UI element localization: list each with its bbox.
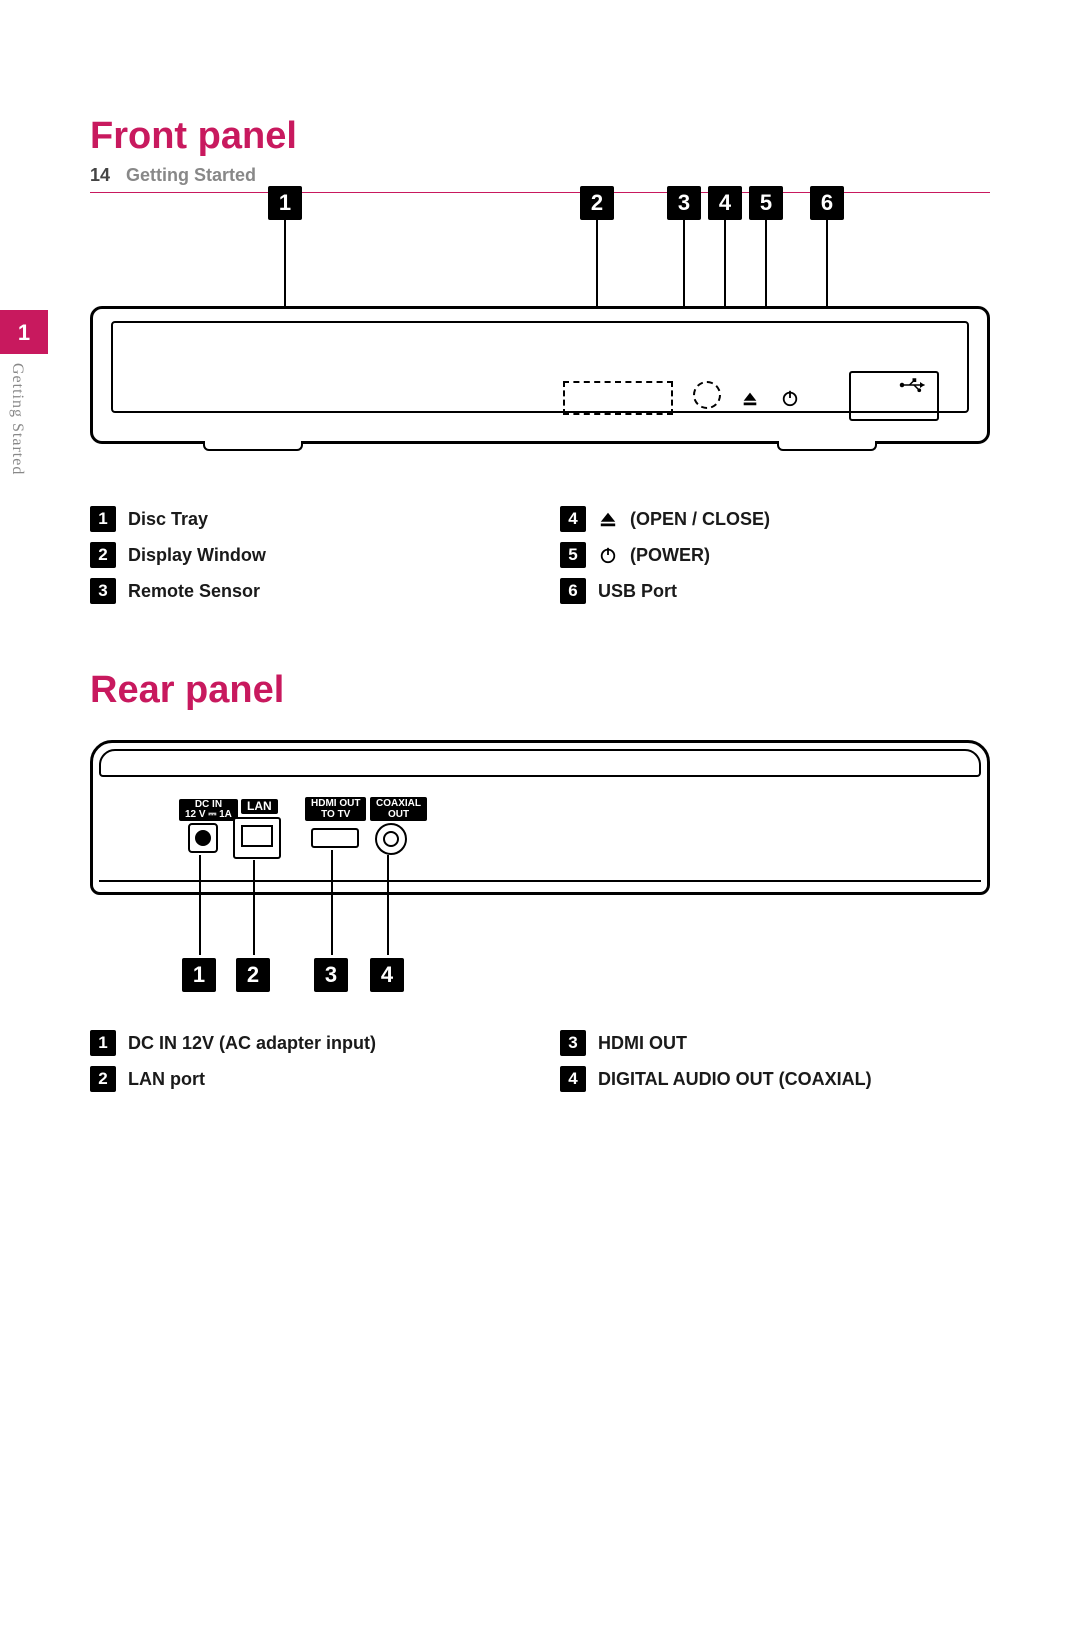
chapter-tab: 1 xyxy=(0,310,48,354)
legend-text: Display Window xyxy=(128,545,266,566)
legend-num: 3 xyxy=(90,578,116,604)
leader xyxy=(387,855,389,955)
hdmi-port xyxy=(311,828,359,848)
leader xyxy=(331,850,333,955)
rear-panel-title: Rear panel xyxy=(90,669,1080,712)
callout-2: 2 xyxy=(580,186,614,220)
callout-1: 1 xyxy=(182,958,216,992)
callout-6: 6 xyxy=(810,186,844,220)
usb-port xyxy=(849,371,939,421)
legend-item: 4 (OPEN / CLOSE) xyxy=(560,506,990,532)
eject-icon xyxy=(598,510,618,528)
front-legend: 1 Disc Tray 4 (OPEN / CLOSE) 2 Display W… xyxy=(90,506,990,604)
legend-text: DIGITAL AUDIO OUT (COAXIAL) xyxy=(598,1069,872,1090)
device-foot xyxy=(777,441,877,451)
legend-item: 2 LAN port xyxy=(90,1066,520,1092)
legend-text: HDMI OUT xyxy=(598,1033,687,1054)
legend-num: 3 xyxy=(560,1030,586,1056)
legend-num: 1 xyxy=(90,506,116,532)
display-window xyxy=(563,381,673,415)
legend-text: Disc Tray xyxy=(128,509,208,530)
section-name: Getting Started xyxy=(126,165,256,186)
power-icon xyxy=(598,546,618,564)
legend-item: 1 Disc Tray xyxy=(90,506,520,532)
legend-text: USB Port xyxy=(598,581,677,602)
device-foot xyxy=(203,441,303,451)
callout-5: 5 xyxy=(749,186,783,220)
eject-icon xyxy=(739,387,761,409)
lan-port xyxy=(233,817,281,859)
front-face xyxy=(111,321,969,413)
callout-2: 2 xyxy=(236,958,270,992)
callout-3: 3 xyxy=(314,958,348,992)
rear-top-edge xyxy=(99,749,981,777)
chapter-label: Getting Started xyxy=(8,363,26,475)
legend-item: 3 HDMI OUT xyxy=(560,1030,990,1056)
coaxial-port xyxy=(375,823,407,855)
callout-1: 1 xyxy=(268,186,302,220)
legend-num: 6 xyxy=(560,578,586,604)
dc-label: DC IN12 V ⎓ 1A xyxy=(179,799,238,821)
legend-num: 2 xyxy=(90,1066,116,1092)
power-icon xyxy=(779,387,801,409)
legend-num: 1 xyxy=(90,1030,116,1056)
rear-device-outline: DC IN12 V ⎓ 1A LAN HDMI OUTTO TV COAXIAL… xyxy=(90,740,990,895)
legend-item: 3 Remote Sensor xyxy=(90,578,520,604)
front-device-outline xyxy=(90,306,990,444)
legend-text: (POWER) xyxy=(630,545,710,566)
legend-item: 4 DIGITAL AUDIO OUT (COAXIAL) xyxy=(560,1066,990,1092)
usb-icon xyxy=(899,377,929,393)
callout-3: 3 xyxy=(667,186,701,220)
leader xyxy=(199,855,201,955)
legend-num: 4 xyxy=(560,1066,586,1092)
legend-num: 4 xyxy=(560,506,586,532)
lan-label: LAN xyxy=(241,799,278,814)
front-panel-diagram: 1 2 3 4 5 6 xyxy=(90,186,990,486)
page-number: 14 xyxy=(90,165,110,186)
legend-num: 5 xyxy=(560,542,586,568)
coax-label: COAXIALOUT xyxy=(370,797,427,821)
legend-item: 1 DC IN 12V (AC adapter input) xyxy=(90,1030,520,1056)
rear-panel-diagram: DC IN12 V ⎓ 1A LAN HDMI OUTTO TV COAXIAL… xyxy=(90,740,990,1010)
remote-sensor xyxy=(693,381,721,409)
legend-text: DC IN 12V (AC adapter input) xyxy=(128,1033,376,1054)
dc-in-port xyxy=(188,823,218,853)
legend-text: Remote Sensor xyxy=(128,581,260,602)
rear-bottom-edge xyxy=(99,880,981,886)
legend-item: 5 (POWER) xyxy=(560,542,990,568)
legend-item: 6 USB Port xyxy=(560,578,990,604)
callout-4: 4 xyxy=(370,958,404,992)
legend-text: LAN port xyxy=(128,1069,205,1090)
front-panel-title: Front panel xyxy=(90,115,1080,158)
legend-num: 2 xyxy=(90,542,116,568)
legend-text: (OPEN / CLOSE) xyxy=(630,509,770,530)
legend-item: 2 Display Window xyxy=(90,542,520,568)
rear-legend: 1 DC IN 12V (AC adapter input) 3 HDMI OU… xyxy=(90,1030,990,1092)
callout-4: 4 xyxy=(708,186,742,220)
leader xyxy=(253,860,255,955)
hdmi-label: HDMI OUTTO TV xyxy=(305,797,366,821)
chapter-number: 1 xyxy=(18,320,30,345)
